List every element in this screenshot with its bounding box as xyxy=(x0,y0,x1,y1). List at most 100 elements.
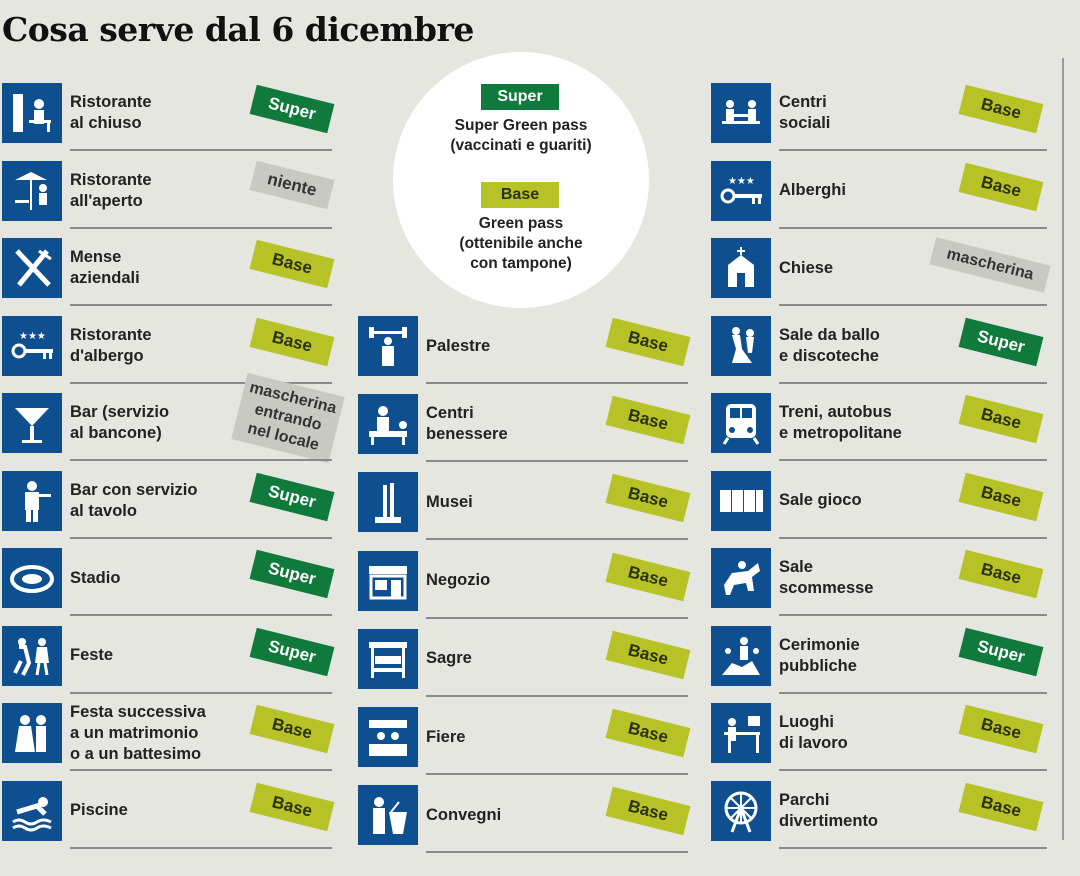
list-item: Feste Super xyxy=(2,623,342,701)
item-label: Festa successiva a un matrimonio o a un … xyxy=(70,702,206,763)
list-item: Centri sociali Base xyxy=(711,80,1056,158)
restaurant-indoor-icon xyxy=(2,83,62,143)
item-label: Piscine xyxy=(70,801,128,819)
food-stall-icon xyxy=(358,628,418,689)
weightlifting-icon xyxy=(358,316,418,376)
cocktail-icon xyxy=(2,393,62,453)
wedding-icon xyxy=(2,703,62,763)
list-item: Chiese mascherina xyxy=(711,235,1056,313)
list-item: Sale da ballo e discoteche Super xyxy=(711,313,1056,391)
status-badge: Base xyxy=(605,317,691,367)
church-icon xyxy=(711,238,771,298)
item-label: Ristorante al chiuso xyxy=(70,93,152,132)
shop-icon xyxy=(358,550,418,611)
row-divider xyxy=(426,773,688,775)
item-label: Feste xyxy=(70,646,114,664)
row-divider xyxy=(70,691,332,694)
list-item: Sale gioco Base xyxy=(711,468,1056,546)
status-badge: Super xyxy=(958,317,1044,366)
museum-icon xyxy=(358,472,418,533)
train-icon xyxy=(711,393,771,453)
waiter-icon xyxy=(2,470,62,531)
list-item: Sale scommesse Base xyxy=(711,545,1056,623)
item-label: Bar con servizio al tavolo xyxy=(70,480,198,520)
list-item: ★★★ Ristorante d'albergo Base xyxy=(2,313,342,391)
item-label: Chiese xyxy=(779,258,834,277)
hotel-key-icon: ★★★ xyxy=(711,160,771,221)
fork-knife-icon xyxy=(2,238,62,298)
swimmer-icon xyxy=(2,780,62,841)
item-label: Mense aziendali xyxy=(70,248,140,287)
ferris-wheel-icon xyxy=(711,780,771,841)
status-badge: Super xyxy=(249,627,335,676)
item-label: Fiere xyxy=(426,727,466,746)
status-badge: niente xyxy=(249,160,335,209)
item-label: Ristorante all'aperto xyxy=(70,170,152,210)
list-item: Parchi divertimento Base xyxy=(711,778,1056,856)
item-label: Centri benessere xyxy=(426,404,508,444)
list-item: Fiere Base xyxy=(358,704,698,782)
item-label: Sale scommesse xyxy=(779,558,874,597)
status-badge: Base xyxy=(958,162,1044,211)
status-badge: Super xyxy=(958,627,1044,676)
social-center-icon xyxy=(711,83,771,143)
row-divider xyxy=(779,149,1047,151)
list-item: Musei Base xyxy=(358,469,698,547)
item-label: Luoghi di lavoro xyxy=(779,713,848,752)
legend-super-badge: Super xyxy=(481,84,559,110)
row-divider xyxy=(779,769,1047,771)
svg-text:★★★: ★★★ xyxy=(728,176,755,187)
row-divider xyxy=(779,846,1047,849)
stadium-icon xyxy=(2,548,62,608)
row-divider xyxy=(779,381,1047,384)
item-label: Sagre xyxy=(426,649,472,668)
office-desk-icon xyxy=(711,703,771,763)
list-item: Bar con servizio al tavolo Super xyxy=(2,468,342,546)
item-label: Centri sociali xyxy=(779,93,831,132)
right-divider xyxy=(1062,58,1064,840)
page-title: Cosa serve dal 6 dicembre xyxy=(2,10,474,49)
item-label: Treni, autobus e metropolitane xyxy=(779,403,902,442)
item-label: Alberghi xyxy=(779,181,846,199)
list-item: Centri benessere Base xyxy=(358,391,698,469)
status-badge: Base xyxy=(605,474,691,523)
status-badge: Base xyxy=(249,317,335,366)
row-divider xyxy=(426,851,688,854)
legend-base-badge: Base xyxy=(481,182,559,208)
restaurant-outdoor-icon xyxy=(2,160,62,221)
row-divider xyxy=(70,304,332,306)
row-divider xyxy=(70,536,332,539)
row-divider xyxy=(426,538,688,541)
list-item: Luoghi di lavoro Base xyxy=(711,700,1056,778)
list-item: ★★★ Alberghi Base xyxy=(711,158,1056,236)
item-label: Sale gioco xyxy=(779,491,862,509)
status-badge: Base xyxy=(958,549,1044,599)
list-item: Mense aziendali Base xyxy=(2,235,342,313)
dancing-icon xyxy=(711,315,771,376)
list-item: Stadio Super xyxy=(2,545,342,623)
item-label: Stadio xyxy=(70,568,121,587)
row-divider xyxy=(426,382,688,384)
legend-base-text: Green pass (ottenibile anche con tampone… xyxy=(459,215,583,272)
speaker-podium-icon xyxy=(358,785,418,846)
row-divider xyxy=(70,846,332,849)
list-item: Treni, autobus e metropolitane Base xyxy=(711,390,1056,468)
row-divider xyxy=(779,226,1047,229)
row-divider xyxy=(426,616,688,619)
item-label: Ristorante d'albergo xyxy=(70,325,152,365)
list-item: Cerimonie pubbliche Super xyxy=(711,623,1056,701)
row-divider xyxy=(70,226,332,229)
row-divider xyxy=(779,459,1047,461)
status-badge: Super xyxy=(249,549,335,599)
status-badge: Base xyxy=(958,782,1044,831)
horse-racing-icon xyxy=(711,548,771,608)
fair-stand-icon xyxy=(358,707,418,767)
status-badge: Base xyxy=(958,394,1044,444)
row-divider xyxy=(779,691,1047,694)
item-label: Sale da ballo e discoteche xyxy=(779,325,880,365)
list-item: Palestre Base xyxy=(358,313,698,391)
row-divider xyxy=(426,694,688,697)
row-divider xyxy=(70,769,332,771)
status-badge: Base xyxy=(605,708,691,758)
status-badge: Base xyxy=(605,630,691,680)
